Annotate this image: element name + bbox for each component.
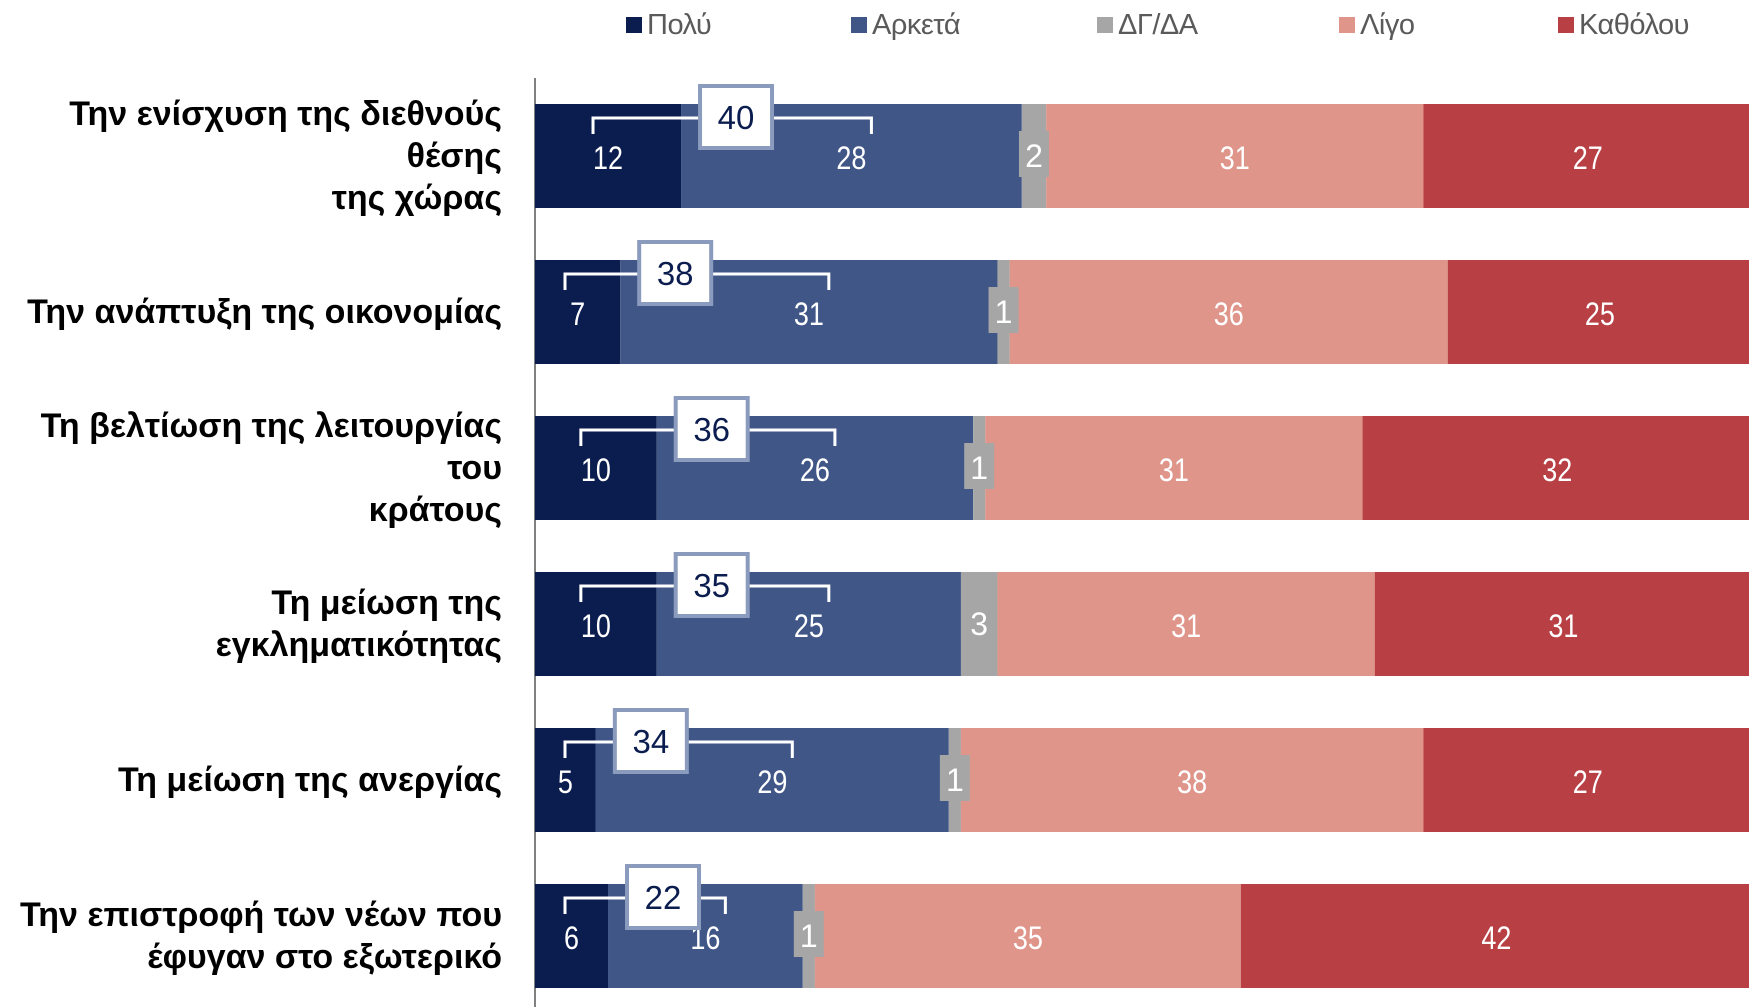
total-box (673, 396, 750, 462)
bar-segment-1 (535, 884, 609, 988)
total-box (673, 552, 750, 618)
legend-item: ΔΓ/ΔΑ (1097, 8, 1198, 42)
total-box (625, 864, 702, 930)
total-label: 40 (718, 99, 755, 136)
category-label-line: Την ενίσχυση της διεθνούς θέσης (69, 95, 502, 175)
data-label: 29 (757, 764, 787, 800)
data-label: 26 (800, 452, 830, 488)
data-label: 1 (946, 762, 964, 798)
data-label: 27 (1573, 764, 1603, 800)
data-label: 32 (1542, 452, 1572, 488)
bar-segment-5 (1362, 416, 1749, 520)
legend-label: Αρκετά (872, 8, 961, 41)
category-label-line: της χώρας (331, 179, 502, 217)
legend-swatch (1339, 17, 1355, 33)
legend-swatch (1558, 17, 1574, 33)
total-label: 38 (657, 255, 694, 292)
legend-item: Πολύ (626, 8, 712, 42)
data-label: 36 (1214, 296, 1244, 332)
legend-swatch (1097, 17, 1113, 33)
bar-segment-1 (535, 416, 657, 520)
bar-segment-1 (535, 104, 682, 208)
data-label: 38 (1177, 764, 1207, 800)
legend-item: Καθόλου (1558, 8, 1690, 42)
data-label: 31 (794, 296, 824, 332)
bar-segment-4 (997, 572, 1375, 676)
data-label: 28 (836, 140, 866, 176)
category-label-line: Την επιστροφή των νέων που (19, 896, 502, 934)
bar-segment-4 (1046, 104, 1424, 208)
dk-label-box (988, 287, 1019, 333)
category-label-line: κράτους (368, 491, 502, 529)
chart-legend: Πολύ Αρκετά ΔΓ/ΔΑ Λίγο Καθόλου (0, 0, 1749, 52)
legend-label: Λίγο (1360, 8, 1415, 41)
data-label: 10 (581, 608, 611, 644)
total-label: 34 (632, 723, 669, 760)
dk-label-box (1018, 131, 1049, 177)
bar-segment-5 (1447, 260, 1749, 364)
category-label: Τη μείωση της εγκληματικότητας (0, 572, 502, 676)
data-label: 1 (800, 918, 818, 954)
category-label: Την ενίσχυση της διεθνούς θέσης της χώρας (0, 95, 502, 217)
total-label: 35 (693, 567, 730, 604)
data-label: 7 (570, 296, 585, 332)
total-label: 22 (645, 879, 682, 916)
bar-segment-4 (985, 416, 1363, 520)
data-label: 12 (593, 140, 623, 176)
data-label: 25 (1585, 296, 1615, 332)
dk-label-box (964, 443, 995, 489)
data-label: 31 (1548, 608, 1578, 644)
category-label-line: έφυγαν στο εξωτερικό (147, 938, 502, 976)
category-label-line: Τη βελτίωση της λειτουργίας του (40, 407, 502, 487)
total-label: 36 (693, 411, 730, 448)
legend-label: Πολύ (647, 8, 712, 41)
legend-swatch (851, 17, 867, 33)
dk-label-box (939, 755, 970, 801)
bar-segment-1 (535, 260, 621, 364)
bar-segment-1 (535, 572, 657, 676)
bar-segment-4 (1009, 260, 1448, 364)
bar-segment-5 (1423, 728, 1749, 832)
category-label-line: Την ανάπτυξη της οικονομίας (27, 293, 502, 331)
legend-label: ΔΓ/ΔΑ (1118, 8, 1198, 41)
data-label: 10 (581, 452, 611, 488)
data-label: 31 (1220, 140, 1250, 176)
bar-segment-5 (1240, 884, 1749, 988)
dk-label-box (793, 911, 824, 957)
legend-item: Αρκετά (851, 8, 961, 42)
bar-segment-4 (814, 884, 1241, 988)
category-label: Την επιστροφή των νέων που έφυγαν στο εξω… (0, 884, 502, 988)
data-label: 25 (794, 608, 824, 644)
legend-swatch (626, 17, 642, 33)
category-label: Τη μείωση της ανεργίας (0, 728, 502, 832)
bar-segment-5 (1423, 104, 1749, 208)
legend-label: Καθόλου (1579, 8, 1690, 41)
dk-label-box (964, 599, 995, 645)
data-label: 35 (1013, 920, 1043, 956)
data-label: 1 (995, 294, 1013, 330)
category-label: Τη βελτίωση της λειτουργίας του κράτους (0, 407, 502, 529)
data-label: 31 (1159, 452, 1189, 488)
data-label: 31 (1171, 608, 1201, 644)
data-label: 2 (1025, 138, 1043, 174)
bar-segment-5 (1374, 572, 1749, 676)
total-box (698, 84, 775, 150)
category-label-line: Τη μείωση της ανεργίας (117, 761, 502, 799)
data-label: 6 (564, 920, 579, 956)
legend-item: Λίγο (1339, 8, 1415, 42)
category-label: Την ανάπτυξη της οικονομίας (0, 260, 502, 364)
bar-segment-4 (960, 728, 1424, 832)
data-label: 27 (1573, 140, 1603, 176)
total-box (637, 240, 714, 306)
data-label: 3 (970, 606, 988, 642)
category-label-line: Τη μείωση της εγκληματικότητας (215, 584, 502, 664)
data-label: 42 (1481, 920, 1511, 956)
data-label: 5 (558, 764, 573, 800)
total-box (612, 708, 689, 774)
data-label: 1 (970, 450, 988, 486)
